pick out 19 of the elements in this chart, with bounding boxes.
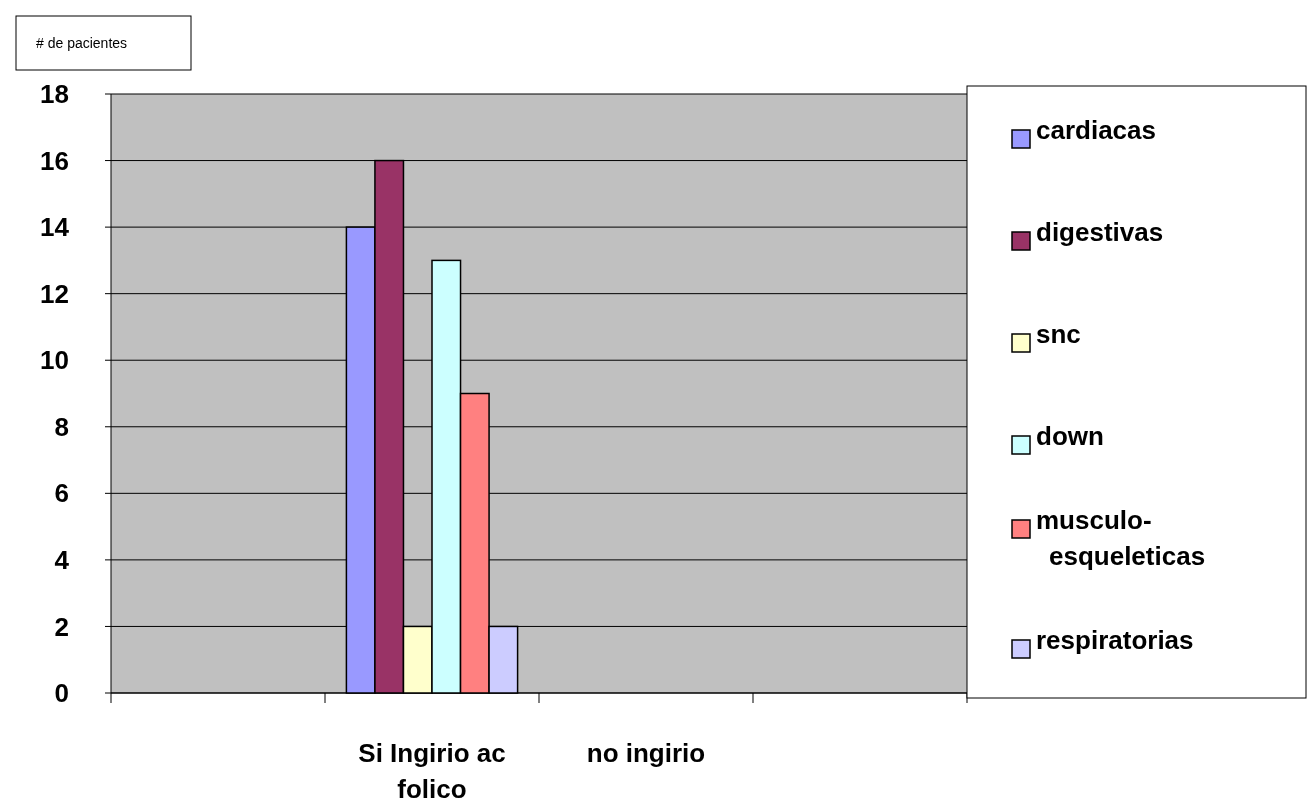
y-tick-label: 14 <box>40 212 70 243</box>
y-tick-label: 8 <box>54 411 69 442</box>
y-axis-title: # de pacientes <box>36 34 128 51</box>
legend-label: cardiacas <box>1036 115 1156 145</box>
y-tick-label: 4 <box>54 544 70 575</box>
legend-label: down <box>1036 421 1104 451</box>
x-tick-label: Si Ingirio ac folico <box>358 738 506 804</box>
y-tick-label: 2 <box>54 611 69 642</box>
y-tick-label: 18 <box>40 79 69 110</box>
y-tick-label: 16 <box>40 145 69 176</box>
x-tick-label: no ingirio <box>586 738 706 768</box>
y-tick-label: 6 <box>54 478 69 509</box>
y-tick-label: 10 <box>40 345 69 376</box>
legend-label: musculo-esqueleticas <box>1036 505 1206 571</box>
legend-label: digestivas <box>1036 217 1164 247</box>
y-tick-label: 0 <box>54 678 69 709</box>
legend-label: respiratorias <box>1036 625 1194 655</box>
y-tick-label: 12 <box>40 278 69 309</box>
legend-label: snc <box>1036 319 1081 349</box>
